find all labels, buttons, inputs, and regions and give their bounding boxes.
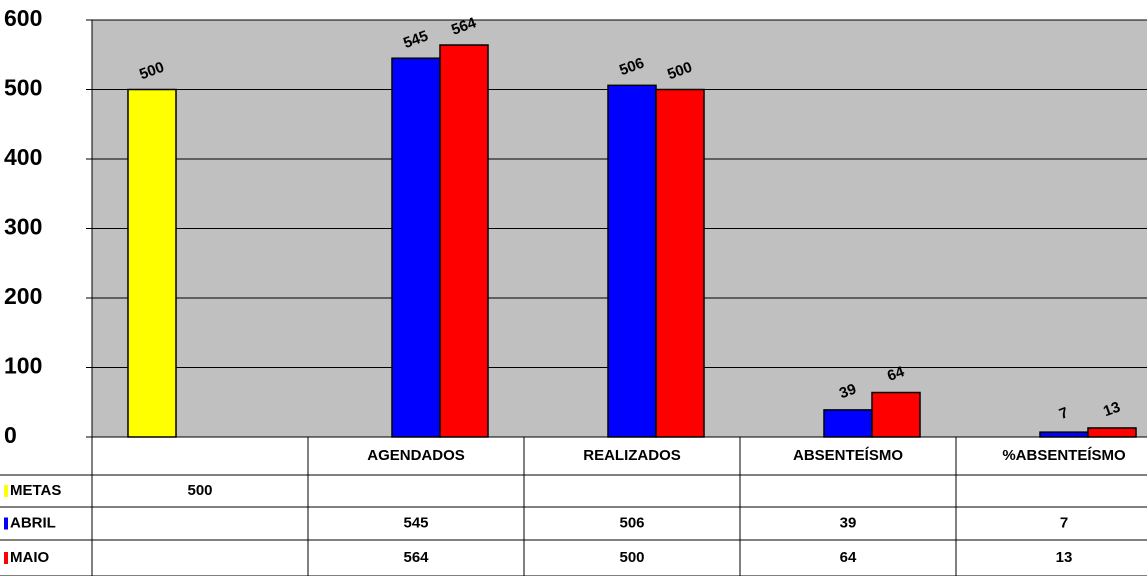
table-value: 64 — [840, 549, 857, 566]
legend-key — [4, 485, 8, 497]
legend-key — [4, 552, 8, 564]
table-value: 545 — [403, 514, 428, 531]
legend-label: METAS — [10, 482, 61, 499]
bar — [391, 57, 441, 438]
table-header: REALIZADOS — [583, 447, 681, 464]
table-value: 500 — [187, 482, 212, 499]
bar — [655, 88, 705, 438]
bar — [871, 391, 921, 438]
bar — [439, 44, 489, 438]
y-tick-label: 400 — [4, 144, 42, 170]
data-label: 13 — [1101, 399, 1122, 421]
table-value: 7 — [1060, 514, 1068, 531]
legend-label: MAIO — [10, 549, 49, 566]
table-value: 506 — [619, 514, 644, 531]
data-label: 64 — [885, 363, 907, 385]
bar — [823, 409, 873, 438]
table-value: 564 — [403, 549, 429, 566]
bar — [127, 88, 177, 438]
table-header: %ABSENTEÍSMO — [1002, 447, 1126, 464]
y-tick-label: 600 — [4, 5, 42, 31]
y-tick-label: 300 — [4, 214, 42, 240]
table-value: 500 — [619, 549, 644, 566]
y-tick-label: 0 — [4, 422, 17, 448]
legend-label: ABRIL — [10, 514, 56, 531]
bar — [1039, 431, 1089, 438]
y-tick-label: 200 — [4, 283, 42, 309]
y-tick-label: 100 — [4, 353, 42, 379]
bar — [1087, 427, 1137, 438]
table-value: 13 — [1056, 549, 1073, 566]
table-value: 39 — [840, 514, 857, 531]
table-header: ABSENTEÍSMO — [793, 447, 903, 464]
table-header: AGENDADOS — [367, 447, 465, 464]
legend-key — [4, 517, 8, 530]
y-tick-label: 500 — [4, 75, 42, 101]
bar — [607, 84, 657, 438]
data-label: 39 — [837, 381, 858, 403]
